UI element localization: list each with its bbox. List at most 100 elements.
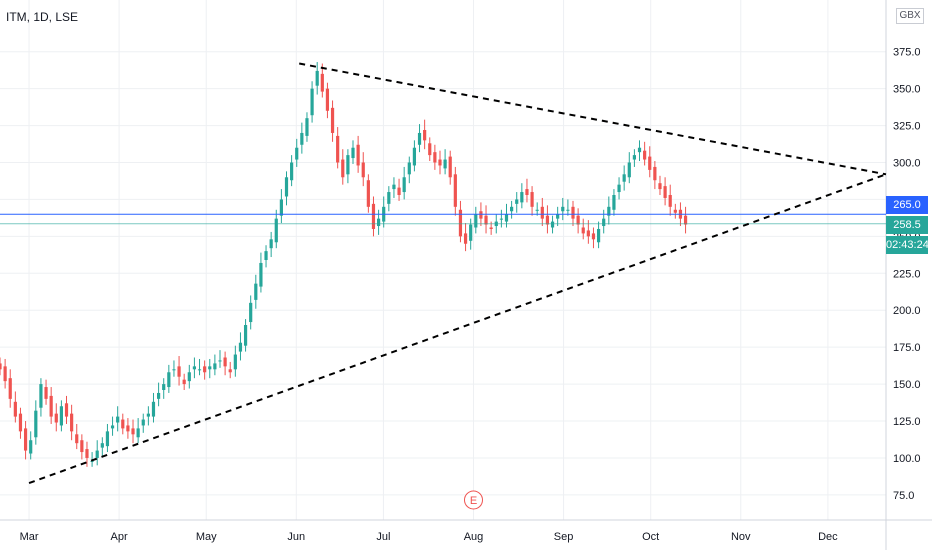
candle-body bbox=[80, 440, 84, 453]
candle-body bbox=[632, 155, 636, 160]
candle-body bbox=[622, 174, 626, 182]
price-axis-label: 350.0 bbox=[893, 84, 921, 96]
candle-body bbox=[643, 150, 647, 160]
candle-body bbox=[172, 369, 176, 371]
candle-body bbox=[371, 203, 376, 229]
time-axis-label: Sep bbox=[554, 531, 574, 543]
candle-body bbox=[315, 70, 319, 86]
price-axis-label: 225.0 bbox=[893, 268, 921, 280]
candle-body bbox=[249, 302, 253, 323]
candle-body bbox=[197, 369, 202, 371]
candle-body bbox=[463, 233, 468, 244]
candle-body bbox=[18, 413, 23, 432]
candle-body bbox=[361, 162, 365, 178]
candle-body bbox=[346, 155, 350, 175]
candle-body bbox=[412, 147, 417, 166]
countdown-tag: 02:43:24 bbox=[886, 236, 929, 254]
candle-body bbox=[156, 392, 161, 399]
candle-body bbox=[366, 180, 370, 207]
candle-body bbox=[233, 354, 237, 370]
candle-body bbox=[591, 233, 596, 240]
price-axis-label: 200.0 bbox=[893, 305, 921, 317]
candle-body bbox=[417, 132, 422, 145]
candle-body bbox=[34, 410, 38, 438]
candle-body bbox=[637, 147, 642, 153]
candle-body bbox=[561, 206, 565, 212]
candle-body bbox=[59, 406, 63, 426]
candle-body bbox=[648, 156, 652, 170]
time-axis-label: Aug bbox=[464, 531, 484, 543]
candle-body bbox=[121, 419, 125, 429]
candle-body bbox=[566, 209, 570, 211]
candle-body bbox=[658, 183, 662, 190]
candle-body bbox=[192, 366, 197, 370]
candle-body bbox=[617, 184, 621, 193]
candle-body bbox=[438, 159, 442, 166]
candle-body bbox=[530, 192, 534, 207]
candle-body bbox=[458, 209, 463, 237]
candle-body bbox=[525, 189, 529, 195]
candle-body bbox=[105, 431, 110, 447]
candle-body bbox=[325, 88, 330, 111]
candle-body bbox=[484, 215, 488, 225]
candle-body bbox=[208, 366, 212, 370]
candle-body bbox=[151, 401, 156, 417]
candle-body bbox=[187, 372, 191, 382]
blue-level-tag: 265.0 bbox=[886, 196, 928, 214]
candle-body bbox=[489, 227, 493, 229]
price-axis-label: 300.0 bbox=[893, 158, 921, 170]
candle-body bbox=[254, 283, 258, 300]
candle-body bbox=[95, 450, 99, 458]
candle-body bbox=[223, 357, 227, 367]
candle-body bbox=[504, 214, 509, 222]
price-axis-label: 75.0 bbox=[893, 490, 914, 502]
candle-body bbox=[243, 325, 248, 346]
price-axis-label: 175.0 bbox=[893, 342, 921, 354]
candle-body bbox=[448, 156, 452, 178]
time-axis-label: Jun bbox=[287, 531, 305, 543]
candle-body bbox=[238, 342, 243, 352]
candle-body bbox=[474, 214, 478, 228]
candle-body bbox=[499, 218, 503, 220]
candle-body bbox=[300, 132, 304, 145]
candle-body bbox=[177, 366, 181, 377]
candle-body bbox=[228, 369, 232, 373]
candle-body bbox=[433, 152, 437, 163]
candle-body bbox=[586, 230, 590, 237]
candle-body bbox=[100, 443, 104, 448]
candle-body bbox=[540, 206, 544, 219]
candle-body bbox=[39, 384, 43, 408]
currency-badge[interactable]: GBX bbox=[896, 8, 924, 24]
candle-body bbox=[428, 143, 432, 156]
time-axis-label: May bbox=[196, 531, 217, 543]
candle-body bbox=[110, 425, 115, 429]
candle-body bbox=[341, 159, 345, 178]
candle-body bbox=[571, 206, 575, 219]
candle-body bbox=[443, 159, 447, 169]
time-axis-label: Mar bbox=[20, 531, 39, 543]
candle-body bbox=[44, 387, 48, 399]
candle-body bbox=[64, 403, 69, 417]
price-axis-label: 125.0 bbox=[893, 416, 921, 428]
candle-body bbox=[668, 195, 672, 207]
candle-body bbox=[392, 184, 396, 190]
candle-body bbox=[290, 162, 294, 181]
time-axis-label: Nov bbox=[731, 531, 751, 543]
candle-body bbox=[131, 428, 135, 435]
candle-body bbox=[402, 177, 406, 193]
candle-body bbox=[167, 372, 171, 388]
candle-body bbox=[259, 262, 263, 287]
candle-body bbox=[141, 419, 145, 426]
candle-body bbox=[479, 211, 483, 219]
candle-body bbox=[397, 187, 401, 195]
candle-body bbox=[13, 401, 17, 417]
candle-body bbox=[330, 107, 335, 133]
trendline-lower bbox=[28, 173, 887, 485]
candle-body bbox=[663, 186, 667, 198]
candle-body bbox=[607, 206, 611, 216]
price-axis-label: 375.0 bbox=[893, 47, 921, 59]
candle-body bbox=[653, 166, 657, 181]
candle-body bbox=[279, 199, 283, 216]
